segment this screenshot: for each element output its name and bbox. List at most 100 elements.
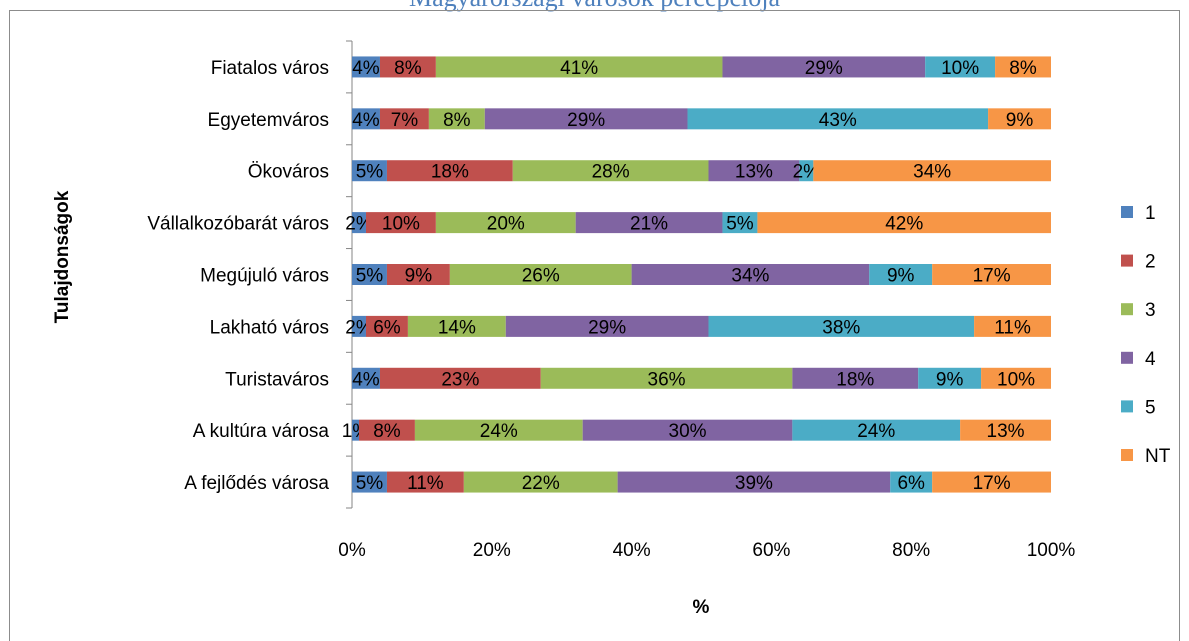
bar-segment-5 bbox=[918, 367, 982, 389]
data-label: 39% bbox=[735, 473, 773, 494]
data-label: 17% bbox=[973, 266, 1011, 287]
legend-label: 3 bbox=[1145, 300, 1156, 321]
data-label: 29% bbox=[588, 317, 626, 338]
legend-label: 2 bbox=[1145, 252, 1156, 273]
data-label: 8% bbox=[373, 421, 401, 442]
data-label: 26% bbox=[522, 266, 560, 287]
data-label: 6% bbox=[897, 473, 925, 494]
data-label: 5% bbox=[726, 214, 754, 235]
data-label: 14% bbox=[438, 317, 476, 338]
data-label: 9% bbox=[887, 266, 915, 287]
data-label: 29% bbox=[567, 110, 605, 131]
bar-segment-1 bbox=[352, 212, 366, 234]
data-label: 13% bbox=[735, 162, 773, 183]
bar-segment-3 bbox=[414, 419, 583, 441]
bar-segment-NT bbox=[960, 419, 1051, 441]
x-tick-label: 100% bbox=[1027, 540, 1076, 561]
bar-segment-5 bbox=[708, 315, 975, 337]
bar-segment-4 bbox=[617, 471, 891, 493]
x-tick-label: 40% bbox=[613, 540, 651, 561]
data-label: 5% bbox=[356, 266, 384, 287]
bar-segment-3 bbox=[407, 315, 506, 337]
x-axis-title: % bbox=[693, 597, 710, 618]
bar-segment-1 bbox=[352, 315, 366, 337]
bar-segment-5 bbox=[869, 264, 933, 285]
data-label: 22% bbox=[522, 473, 560, 494]
data-label: 7% bbox=[391, 110, 419, 131]
bar-segment-1 bbox=[352, 264, 387, 285]
data-label: 34% bbox=[731, 266, 769, 287]
data-label: 24% bbox=[857, 421, 895, 442]
data-label: 8% bbox=[443, 110, 471, 131]
data-label: 10% bbox=[941, 58, 979, 79]
bar-segment-4 bbox=[708, 160, 800, 182]
data-label: 4% bbox=[352, 110, 380, 131]
bar-segment-4 bbox=[484, 108, 688, 130]
bar-segment-4 bbox=[722, 56, 926, 78]
bar-segment-3 bbox=[540, 367, 793, 389]
bar-segment-4 bbox=[631, 264, 870, 285]
bar-segment-1 bbox=[352, 419, 359, 441]
data-label: 10% bbox=[997, 369, 1035, 390]
bar-segment-2 bbox=[386, 264, 450, 285]
legend-swatch-NT bbox=[1121, 449, 1133, 461]
category-label: A fejlődés városa bbox=[184, 473, 329, 494]
data-label: 8% bbox=[1009, 58, 1037, 79]
category-label: Ökováros bbox=[248, 162, 329, 183]
data-label: 11% bbox=[994, 317, 1031, 338]
category-label: Megújuló város bbox=[200, 266, 329, 287]
x-tick-label: 20% bbox=[473, 540, 511, 561]
bar-segment-2 bbox=[386, 160, 513, 182]
bar-segment-1 bbox=[352, 160, 387, 182]
bar-segment-3 bbox=[435, 56, 723, 78]
data-label: 29% bbox=[805, 58, 843, 79]
category-label: A kultúra városa bbox=[193, 421, 330, 442]
legend-label: 5 bbox=[1145, 397, 1156, 418]
data-label: 9% bbox=[1006, 110, 1034, 131]
bar-segment-2 bbox=[379, 367, 541, 389]
legend-swatch-5 bbox=[1121, 400, 1133, 413]
bar-segment-2 bbox=[386, 471, 464, 493]
data-label: 18% bbox=[431, 162, 469, 183]
legend-label: 1 bbox=[1145, 203, 1156, 224]
bar-segment-NT bbox=[932, 264, 1051, 285]
data-label: 10% bbox=[382, 214, 420, 235]
data-label: 4% bbox=[352, 58, 380, 79]
bar-segment-4 bbox=[575, 212, 723, 234]
legend-label: 4 bbox=[1145, 349, 1156, 370]
legend-swatch-4 bbox=[1121, 351, 1133, 364]
x-tick-label: 80% bbox=[892, 540, 930, 561]
x-tick-label: 0% bbox=[338, 540, 366, 561]
category-label: Vállalkozóbarát város bbox=[147, 214, 329, 235]
data-label: 5% bbox=[356, 162, 384, 183]
bar-segment-1 bbox=[352, 56, 380, 78]
data-label: 30% bbox=[669, 421, 707, 442]
bar-segment-NT bbox=[981, 367, 1051, 389]
bar-segment-NT bbox=[995, 56, 1051, 78]
bar-segment-2 bbox=[358, 419, 415, 441]
category-label: Lakható város bbox=[210, 317, 329, 338]
bar-segment-5 bbox=[687, 108, 989, 130]
bar-segment-NT bbox=[988, 108, 1051, 130]
bar-segment-3 bbox=[463, 471, 618, 493]
data-label: 43% bbox=[819, 110, 857, 131]
data-label: 2% bbox=[345, 214, 373, 235]
legend: 1 2 3 4 5 NT bbox=[1121, 203, 1171, 467]
bar-segment-4 bbox=[582, 419, 793, 441]
legend-label: NT bbox=[1145, 446, 1171, 467]
bar-segment-3 bbox=[449, 264, 632, 285]
bar-segment-3 bbox=[512, 160, 709, 182]
data-label: 36% bbox=[648, 369, 686, 390]
data-label: 2% bbox=[793, 162, 821, 183]
data-label: 21% bbox=[630, 214, 668, 235]
data-label: 9% bbox=[936, 369, 964, 390]
bar-segment-5 bbox=[890, 471, 933, 493]
data-label: 8% bbox=[394, 58, 422, 79]
data-label: 9% bbox=[405, 266, 433, 287]
bar-segment-2 bbox=[379, 108, 429, 130]
bar-segment-1 bbox=[352, 108, 380, 130]
bar-segment-4 bbox=[505, 315, 709, 337]
chart-frame bbox=[9, 10, 1180, 641]
data-label: 17% bbox=[973, 473, 1011, 494]
